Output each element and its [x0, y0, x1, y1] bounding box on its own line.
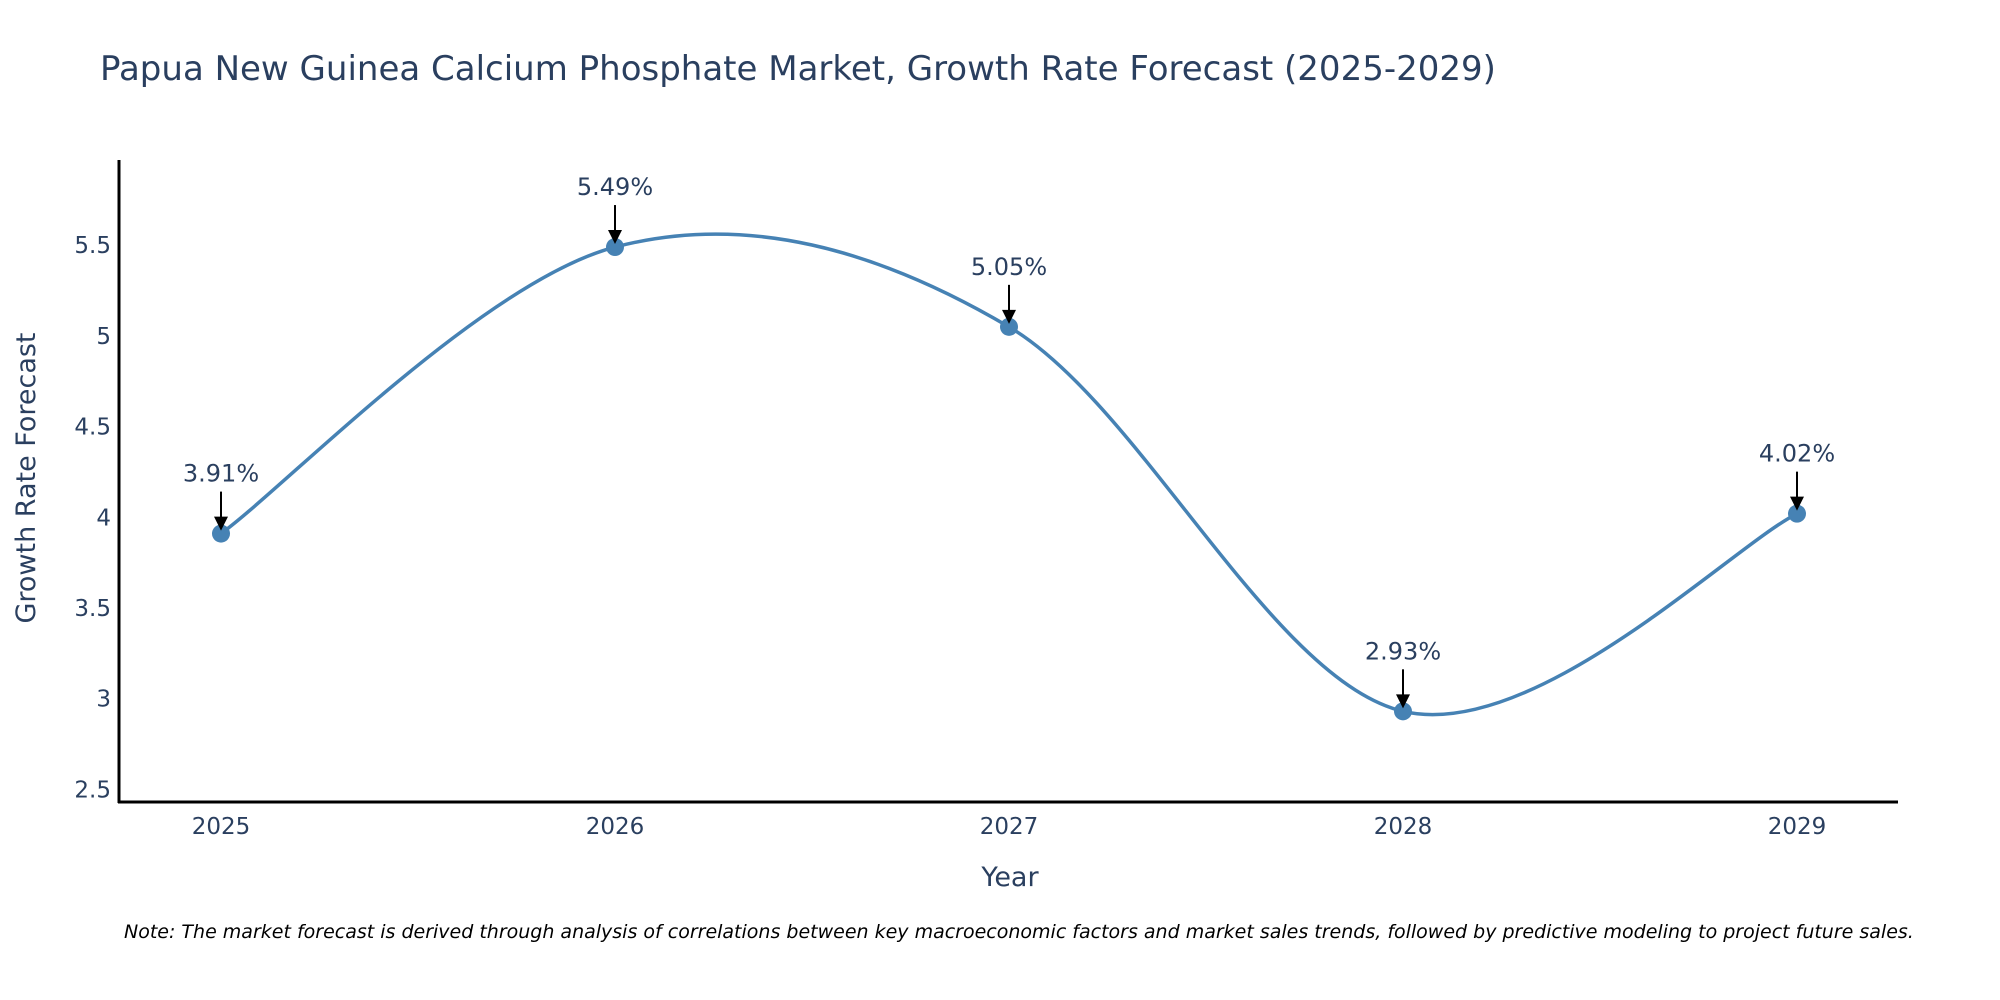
chart-title: Papua New Guinea Calcium Phosphate Marke… [100, 49, 1496, 89]
y-tick-label: 2.5 [74, 777, 111, 803]
data-point-2029 [1788, 504, 1806, 523]
x-tick-label: 2029 [1768, 814, 1827, 840]
data-point-2025 [212, 524, 230, 543]
data-label-2028: 2.93% [1365, 637, 1441, 665]
series-growth-rate [219, 232, 1798, 717]
y-tick-label: 4.5 [74, 415, 111, 441]
footnote: Note: The market forecast is derived thr… [124, 921, 1914, 943]
data-label-2026: 5.49% [577, 173, 653, 201]
data-label-2029: 4.02% [1759, 440, 1835, 468]
x-axis-title: Year [980, 862, 1039, 893]
data-point-2027 [1000, 317, 1018, 336]
y-tick-label: 5 [96, 324, 111, 350]
x-tick-label: 2026 [586, 814, 645, 840]
annotation-arrow-head [608, 230, 622, 245]
x-tick-label: 2025 [192, 814, 251, 840]
series-markers [212, 238, 1806, 721]
data-label-2027: 5.05% [971, 253, 1047, 281]
y-tick-label: 4 [96, 505, 111, 531]
y-axis: 2.5 3 3.5 4 4.5 5 5.5 [74, 160, 121, 803]
annotation-arrow-head [1396, 694, 1410, 709]
data-label-2025: 3.91% [183, 460, 259, 488]
data-point-2026 [606, 238, 624, 257]
annotation-arrow-head [1002, 309, 1016, 324]
x-axis: 2025 2026 2027 2028 2029 [118, 800, 1898, 840]
data-labels: 3.91% 5.49% 5.05% 2.93% 4.02% [183, 173, 1835, 709]
y-axis-title: Growth Rate Forecast [11, 332, 42, 623]
y-tick-label: 5.5 [74, 233, 111, 259]
x-tick-label: 2028 [1374, 814, 1433, 840]
annotation-arrow-head [1790, 496, 1804, 511]
y-tick-label: 3 [96, 687, 111, 713]
x-tick-label: 2027 [980, 814, 1039, 840]
y-tick-label: 3.5 [74, 596, 111, 622]
data-point-2028 [1394, 702, 1412, 721]
series-line [219, 232, 1798, 717]
annotation-arrow-head [214, 516, 228, 531]
